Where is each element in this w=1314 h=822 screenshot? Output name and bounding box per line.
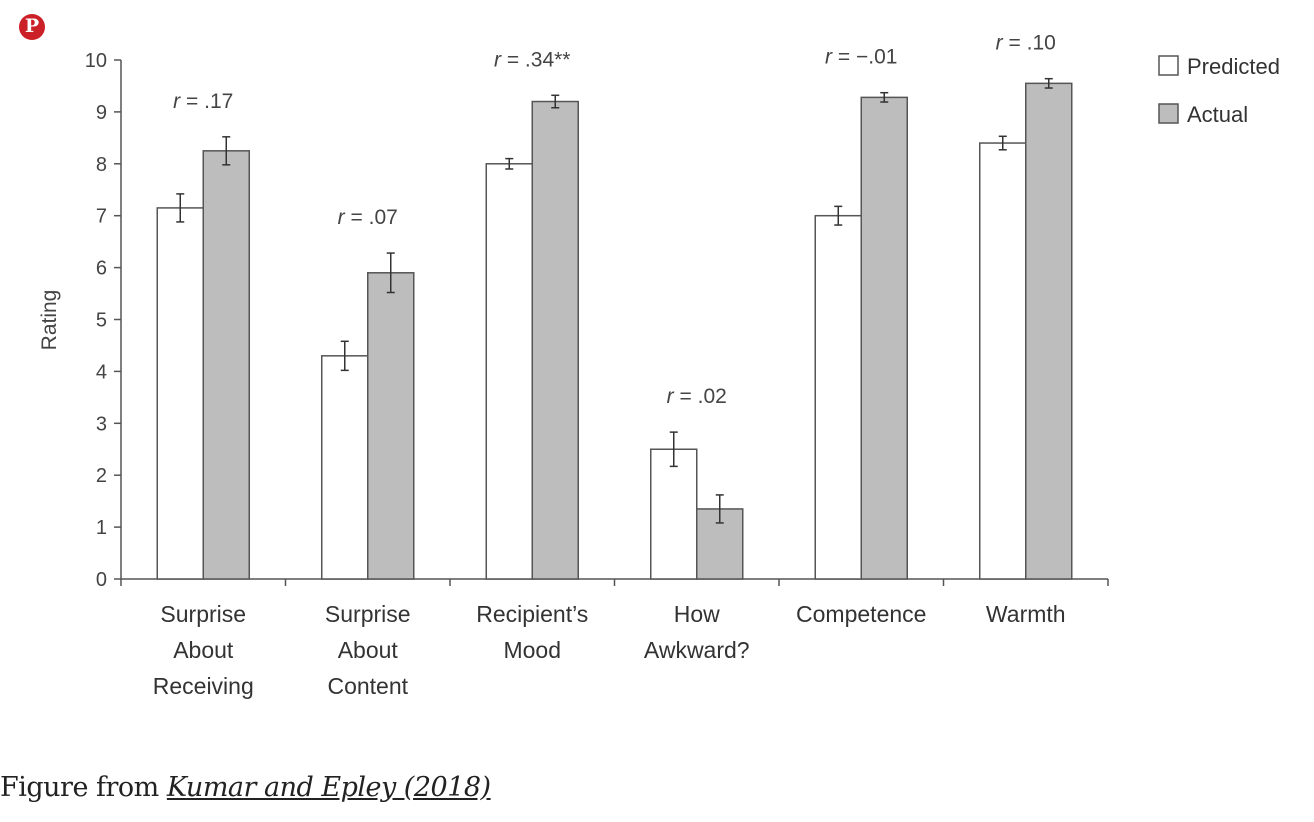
x-tick-label: How	[674, 601, 720, 627]
legend-label: Predicted	[1187, 54, 1280, 79]
bar-predicted	[156, 207, 204, 580]
citation-link[interactable]: Kumar and Epley (2018)	[166, 772, 491, 803]
x-tick-label: Competence	[796, 601, 926, 627]
legend-label: Actual	[1187, 102, 1248, 127]
bar-predicted	[814, 214, 862, 580]
correlation-label: r = −.01	[825, 46, 897, 69]
bar-predicted	[321, 355, 369, 580]
x-tick-label: Mood	[503, 637, 561, 663]
caption-prefix: Figure from	[0, 772, 167, 803]
correlation-label: r = .02	[667, 385, 727, 408]
x-tick-label: Warmth	[986, 601, 1066, 627]
bar-actual	[531, 100, 579, 580]
bar-actual	[202, 150, 250, 580]
figure-caption: Figure from Kumar and Epley (2018)	[0, 772, 491, 803]
x-tick-label: Surprise	[325, 601, 411, 627]
x-tick-label: Recipient’s	[476, 601, 588, 627]
y-tick-label: 0	[96, 569, 107, 591]
x-tick-label: Surprise	[160, 601, 246, 627]
pinterest-icon: P	[24, 15, 40, 37]
x-tick-label: About	[338, 637, 399, 663]
y-tick-label: 8	[96, 154, 107, 176]
correlation-label: r = .07	[338, 206, 398, 229]
bar-chart: 0 1 2 3 4 5 6 7 8 9 10 Rating Surprise About Receiving…	[38, 32, 1280, 699]
y-tick-label: 6	[96, 258, 107, 280]
bar-predicted	[485, 163, 533, 580]
x-tick-label: Receiving	[153, 673, 254, 699]
y-tick-label: 7	[96, 206, 107, 228]
x-tick-label: About	[173, 637, 234, 663]
bar-actual	[1025, 82, 1073, 580]
pinterest-save-button[interactable]: P	[19, 14, 45, 40]
correlation-label: r = .34**	[494, 48, 570, 71]
y-tick-label: 4	[96, 361, 107, 383]
correlation-label: r = .10	[996, 32, 1056, 55]
x-tick-label: Content	[327, 673, 408, 699]
y-tick-label: 3	[96, 413, 107, 435]
y-tick-label: 9	[96, 102, 107, 124]
bar-predicted	[650, 448, 698, 580]
bar-actual	[367, 272, 415, 580]
bar-actual	[860, 96, 908, 580]
y-tick-label: 5	[96, 310, 107, 332]
legend-swatch-actual	[1158, 103, 1179, 124]
y-tick-label: 10	[85, 50, 107, 72]
bar-predicted	[979, 142, 1027, 580]
legend-swatch-predicted	[1158, 55, 1179, 76]
y-tick-label: 1	[96, 517, 107, 539]
y-axis-label: Rating	[38, 290, 61, 351]
correlation-label: r = .17	[173, 90, 233, 113]
x-tick-label: Awkward?	[644, 637, 750, 663]
y-tick-label: 2	[96, 465, 107, 487]
